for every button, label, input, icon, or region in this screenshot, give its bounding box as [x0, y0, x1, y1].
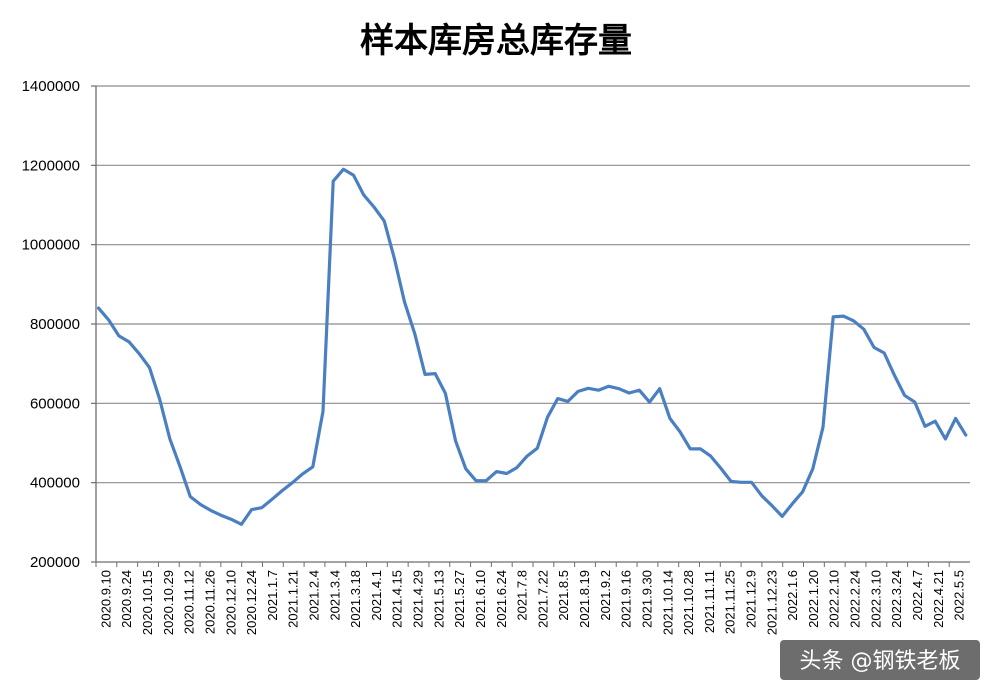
x-tick-label: 2021.11.25 — [723, 570, 738, 634]
x-tick-label: 2022.4.7 — [910, 570, 925, 621]
x-tick-label: 2020.10.15 — [140, 570, 155, 635]
x-tick-label: 2020.11.26 — [203, 570, 218, 634]
y-tick-label: 200000 — [30, 554, 80, 571]
x-tick-label: 2022.2.10 — [827, 570, 842, 628]
x-tick-label: 2021.1.21 — [286, 570, 301, 628]
x-tick-label: 2021.10.14 — [660, 570, 675, 635]
x-tick-label: 2021.2.4 — [307, 570, 322, 621]
x-tick-label: 2022.1.6 — [785, 570, 800, 621]
x-tick-label: 2020.9.10 — [98, 570, 113, 628]
x-tick-label: 2020.10.29 — [161, 570, 176, 635]
series-line — [96, 167, 968, 526]
x-tick-label: 2022.5.5 — [952, 570, 967, 621]
watermark-text: 头条 @钢铁老板 — [800, 649, 961, 674]
x-tick-label: 2021.5.27 — [452, 570, 467, 628]
y-tick-label: 1400000 — [22, 78, 80, 95]
x-tick-label: 2021.7.8 — [515, 570, 530, 621]
x-tick-label: 2020.12.10 — [223, 570, 238, 635]
x-tick-label: 2022.4.21 — [931, 570, 946, 628]
gridlines — [96, 85, 970, 484]
x-tick-label: 2021.4.15 — [390, 570, 405, 628]
watermark-background — [780, 640, 980, 680]
x-tick-label: 2022.1.20 — [806, 570, 821, 628]
x-tick-label: 2021.9.30 — [640, 570, 655, 628]
x-tick-label: 2021.8.19 — [577, 570, 592, 628]
series-group — [96, 167, 968, 526]
y-axis: 200000 400000 600000 800000 1000000 1200000 14… — [22, 78, 97, 571]
x-tick-label: 2020.12.24 — [244, 570, 259, 635]
y-tick-label: 1000000 — [22, 237, 80, 254]
x-tick-label: 2021.8.5 — [556, 570, 571, 621]
x-tick-label: 2022.3.10 — [868, 570, 883, 628]
x-axis: 2020.9.10 2020.9.24 2020.10.15 2020.10.29 20… — [95, 561, 970, 635]
x-tick-label: 2020.11.12 — [182, 570, 197, 634]
x-tick-label: 2021.11.11 — [702, 570, 717, 633]
chart-title: 样本库房总库存量 — [360, 21, 632, 61]
x-tick-label: 2021.3.4 — [327, 570, 342, 621]
x-tick-label: 2020.9.24 — [119, 570, 134, 628]
x-tick-label: 2021.9.2 — [598, 570, 613, 621]
x-tick-label: 2022.2.24 — [848, 570, 863, 628]
y-tick-label: 400000 — [30, 475, 80, 492]
y-tick-label: 600000 — [30, 395, 80, 412]
x-tick-label: 2021.5.13 — [431, 570, 446, 628]
x-tick-label: 2021.10.28 — [681, 570, 696, 635]
x-tick-label: 2021.1.7 — [265, 570, 280, 621]
x-tick-label: 2021.3.18 — [348, 570, 363, 628]
y-tick-label: 800000 — [30, 316, 80, 333]
x-tick-label: 2021.12.9 — [744, 570, 759, 628]
x-tick-label: 2022.3.24 — [889, 570, 904, 628]
x-tick-label: 2021.7.22 — [535, 570, 550, 628]
x-tick-label: 2021.12.23 — [764, 570, 779, 635]
x-tick-label: 2021.6.10 — [473, 570, 488, 628]
x-tick-label: 2021.4.29 — [411, 570, 426, 628]
x-tick-label: 2021.6.24 — [494, 570, 509, 628]
x-tick-label: 2021.4.1 — [369, 570, 384, 621]
x-tick-label: 2021.9.16 — [619, 570, 634, 628]
watermark: 头条 @钢铁老板 — [780, 640, 980, 680]
y-tick-label: 1200000 — [22, 157, 80, 174]
